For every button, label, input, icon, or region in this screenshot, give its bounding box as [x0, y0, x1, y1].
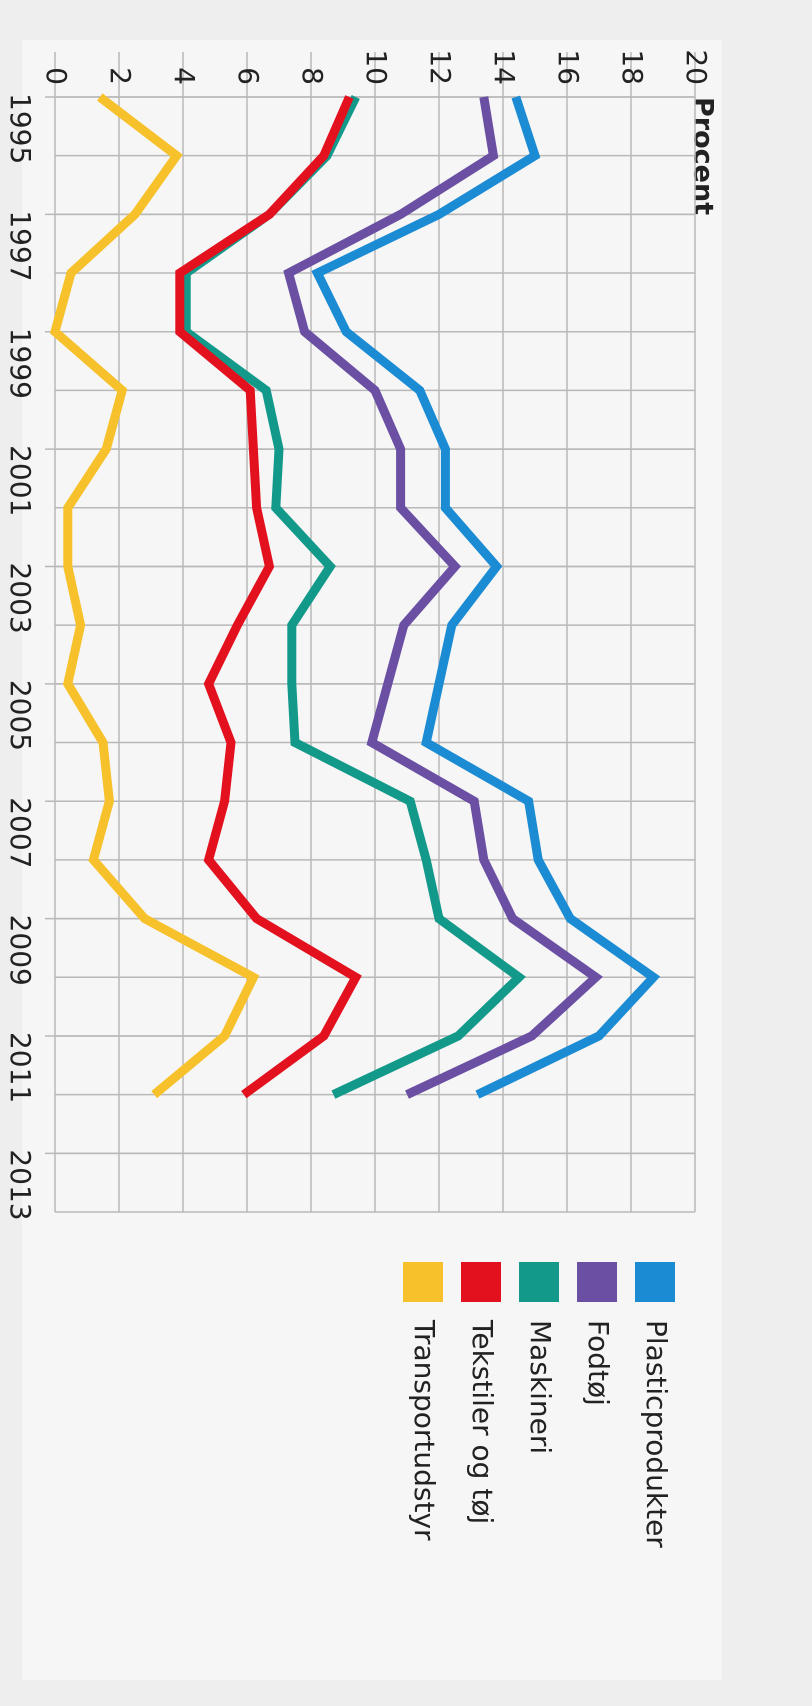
y-tick-label: 8	[296, 67, 329, 85]
y-tick-label: 18	[616, 49, 649, 85]
x-tick-label: 1995	[4, 93, 37, 164]
x-tick-label: 2005	[4, 680, 37, 751]
x-tick-label: 1999	[4, 328, 37, 399]
series-line	[311, 95, 661, 1099]
y-tick-label: 4	[168, 67, 201, 85]
legend-label: Transportudstyr	[408, 1319, 441, 1541]
y-tick-label: 10	[360, 49, 393, 85]
x-tick-label: 2007	[4, 797, 37, 868]
y-tick-label: 6	[232, 67, 265, 85]
x-tick-label: 1997	[4, 210, 37, 281]
x-tick-label: 2001	[4, 445, 37, 516]
legend-swatch	[519, 1262, 559, 1302]
x-tick-label: 2013	[4, 1149, 37, 1220]
y-tick-label: 14	[488, 49, 521, 85]
x-tick-label: 2011	[4, 1032, 37, 1103]
legend-swatch	[577, 1262, 617, 1302]
x-tick-label: 2003	[4, 562, 37, 633]
y-tick-label: 16	[552, 49, 585, 85]
y-tick-label: 2	[104, 67, 137, 85]
series-line	[49, 93, 260, 1099]
series-line	[175, 95, 362, 1099]
legend-swatch	[635, 1262, 675, 1302]
legend-swatch	[461, 1262, 501, 1302]
legend-swatch	[403, 1262, 443, 1302]
x-tick-label: 2009	[4, 915, 37, 986]
legend-label: Maskineri	[524, 1320, 557, 1454]
y-tick-label: 12	[424, 49, 457, 85]
y-tick-label: 20	[680, 49, 713, 85]
legend-label: Tekstiler og tøj	[466, 1319, 499, 1524]
y-tick-label: 0	[40, 67, 73, 85]
legend-label: Fodtøj	[582, 1320, 615, 1406]
legend-label: Plasticprodukter	[640, 1320, 673, 1548]
series-line	[283, 96, 603, 1099]
rotated-chart: Procent 0 2 4 6 8 10 12 14 16 18 20199519971999200…	[4, 40, 722, 1680]
